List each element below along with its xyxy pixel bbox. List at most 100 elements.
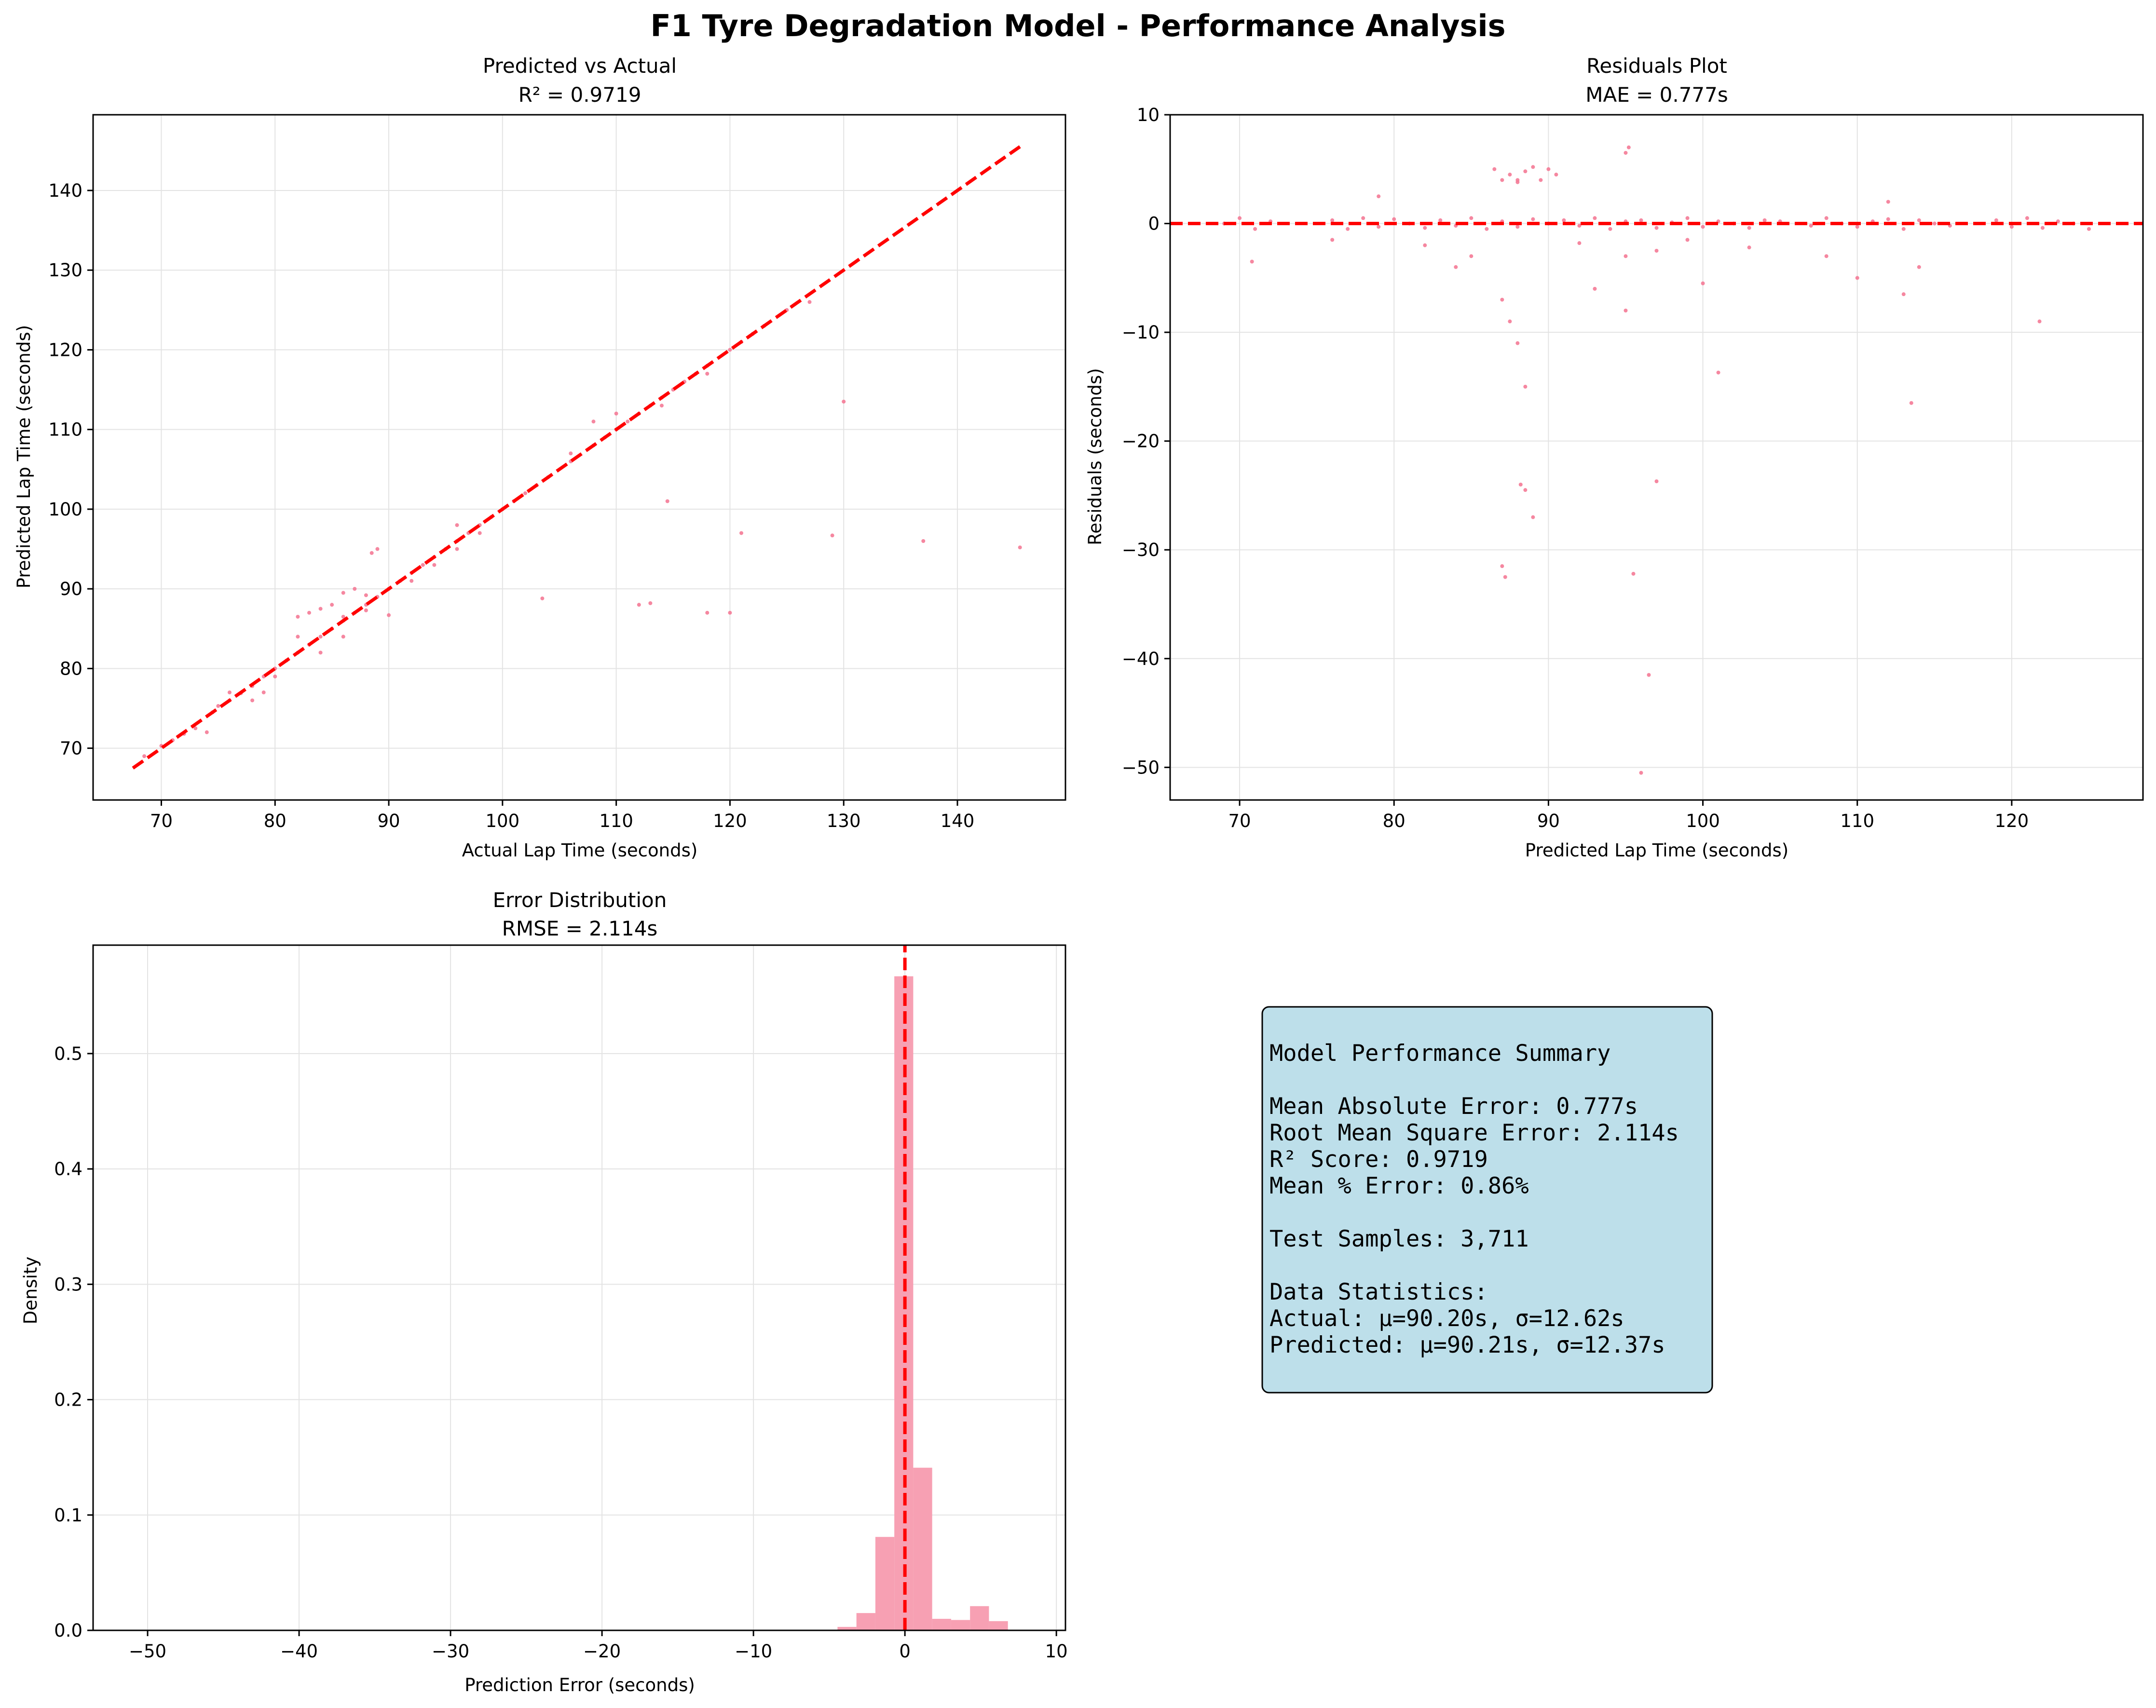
scatter-point <box>705 372 710 376</box>
scatter-point <box>1531 165 1535 169</box>
scatter-point <box>1500 298 1504 302</box>
scatter-point <box>421 563 425 567</box>
scatter-point <box>1330 238 1335 242</box>
scatter-point <box>2009 225 2014 229</box>
scatter-point <box>364 593 368 597</box>
summary-line-actual: Actual: μ=90.20s, σ=12.62s <box>1269 1305 1624 1332</box>
y-tick-label: 130 <box>48 260 82 281</box>
scatter-point <box>432 563 437 567</box>
scatter-point <box>1932 221 1937 226</box>
scatter-point <box>1624 150 1628 155</box>
summary-box-frame <box>1261 1006 1713 1394</box>
scatter-point <box>1523 488 1528 492</box>
reference-line <box>132 145 1021 770</box>
scatter-point <box>705 610 710 615</box>
scatter-point <box>1523 169 1528 174</box>
scatter-point <box>1523 384 1528 389</box>
y-tick-label: 0.3 <box>54 1274 82 1295</box>
scatter-point <box>364 608 368 612</box>
scatter-point <box>1824 216 1829 220</box>
summary-line-mean-pct: Mean % Error: 0.86% <box>1269 1173 1529 1199</box>
scatter-point <box>341 614 345 619</box>
x-tick-label: 70 <box>1228 811 1251 831</box>
scatter-point <box>1515 178 1520 182</box>
y-tick-label: 70 <box>60 738 82 759</box>
scatter-point <box>1330 218 1335 222</box>
histogram-bar <box>989 1621 1008 1630</box>
scatter-point <box>1469 254 1474 258</box>
scatter-point <box>2025 216 2029 220</box>
scatter-point <box>1855 225 1859 229</box>
summary-line-mae: Mean Absolute Error: 0.777s <box>1269 1093 1638 1120</box>
summary-line-predicted: Predicted: μ=90.21s, σ=12.37s <box>1269 1332 1665 1358</box>
scatter-point <box>614 411 618 416</box>
histogram-bar <box>970 1606 989 1630</box>
y-tick-label: 0.1 <box>54 1505 82 1526</box>
panel-3-subtitle: RMSE = 2.114s <box>502 917 658 940</box>
scatter-point <box>1747 226 1751 230</box>
y-tick-label: 0.4 <box>54 1159 82 1179</box>
summary-line-data-stats: Data Statistics: <box>1269 1279 1488 1305</box>
scatter-point <box>1503 575 1507 579</box>
y-tick-label: 0.5 <box>54 1044 82 1064</box>
histogram-bar <box>837 1627 857 1630</box>
scatter-point <box>375 547 380 551</box>
scatter-point <box>728 348 732 352</box>
panel-predicted-vs-actual: Predicted vs Actual R² = 0.9719 Actual L… <box>14 54 1066 861</box>
panel-1-title: Predicted vs Actual <box>483 54 677 78</box>
x-tick-label: 0 <box>899 1641 911 1662</box>
scatter-point <box>807 300 812 304</box>
scatter-point <box>1608 227 1612 231</box>
scatter-point <box>455 523 459 527</box>
y-tick-label: 140 <box>48 180 82 201</box>
scatter-point <box>1685 238 1690 242</box>
y-tick-label: 10 <box>1137 105 1160 125</box>
scatter-point <box>1901 227 1906 231</box>
scatter-point <box>1539 178 1543 182</box>
scatter-point <box>1238 216 1242 220</box>
scatter-point <box>1508 319 1512 324</box>
histogram-bar <box>856 1613 875 1630</box>
scatter-point <box>1554 173 1558 177</box>
scatter-point <box>1917 265 1921 269</box>
panel-3-title: Error Distribution <box>493 888 667 912</box>
scatter-point <box>1654 226 1659 230</box>
scatter-point <box>1809 224 1813 228</box>
x-tick-label: −10 <box>735 1641 772 1662</box>
scatter-point <box>1901 292 1906 297</box>
scatter-point <box>318 651 323 655</box>
scatter-point <box>1886 217 1890 221</box>
y-tick-label: 0 <box>1148 214 1160 234</box>
x-tick-label: 130 <box>827 811 861 831</box>
scatter-point <box>387 613 391 617</box>
scatter-point <box>1654 479 1659 484</box>
x-tick-label: 90 <box>378 811 400 831</box>
scatter-point <box>1917 218 1921 222</box>
scatter-point <box>250 698 255 703</box>
scatter-point <box>341 591 345 595</box>
scatter-point <box>1469 216 1474 220</box>
y-tick-label: 110 <box>48 420 82 440</box>
scatter-point <box>409 579 414 583</box>
scatter-point <box>1994 218 1998 222</box>
x-tick-label: 120 <box>1995 811 2029 831</box>
x-tick-label: −50 <box>129 1641 166 1662</box>
scatter-point <box>318 635 323 639</box>
histogram-bar <box>932 1619 951 1630</box>
summary-line-rmse: Root Mean Square Error: 2.114s <box>1269 1120 1679 1146</box>
scatter-point <box>216 704 220 708</box>
axes-frame <box>92 114 1066 801</box>
panel-residuals: Residuals Plot MAE = 0.777s Predicted La… <box>1085 54 2144 861</box>
scatter-point <box>739 531 743 535</box>
x-tick-label: 10 <box>1045 1641 1068 1662</box>
x-tick-label: 110 <box>1840 811 1874 831</box>
scatter-point <box>1253 227 1257 231</box>
x-tick-label: 100 <box>1686 811 1720 831</box>
panel-2-ylabel: Residuals (seconds) <box>1085 368 1105 545</box>
summary-title: Model Performance Summary <box>1269 1040 1610 1067</box>
histogram-bar <box>875 1537 895 1630</box>
scatter-point <box>478 531 482 535</box>
scatter-point <box>591 420 596 424</box>
scatter-point <box>523 491 527 495</box>
